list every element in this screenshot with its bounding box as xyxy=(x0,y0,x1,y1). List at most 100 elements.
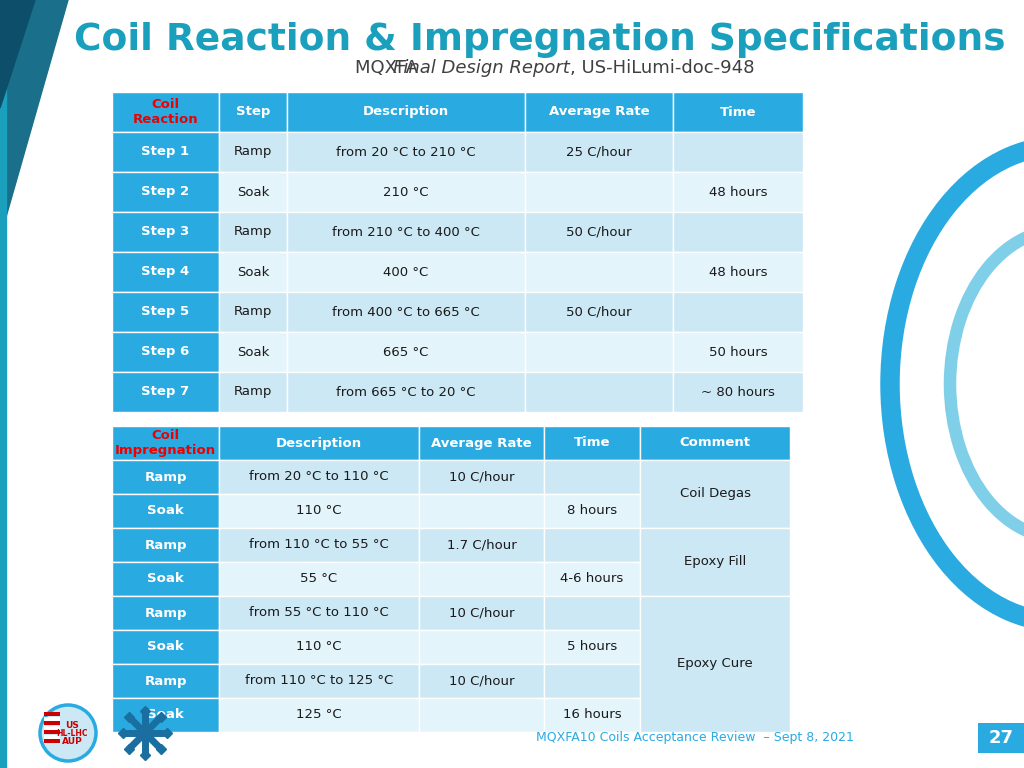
Bar xyxy=(112,332,219,372)
Text: Step 2: Step 2 xyxy=(141,186,189,198)
Text: Ramp: Ramp xyxy=(144,674,186,687)
Text: Ramp: Ramp xyxy=(144,538,186,551)
Text: 10 C/hour: 10 C/hour xyxy=(449,674,514,687)
Bar xyxy=(112,212,219,252)
Text: Soak: Soak xyxy=(147,505,184,518)
Text: 10 C/hour: 10 C/hour xyxy=(449,607,514,620)
Text: Step 3: Step 3 xyxy=(141,226,189,239)
Bar xyxy=(0,0,6,768)
Bar xyxy=(44,730,60,734)
Text: Coil
Reaction: Coil Reaction xyxy=(133,98,199,126)
Bar xyxy=(525,132,673,172)
Bar xyxy=(287,212,525,252)
Text: Epoxy Cure: Epoxy Cure xyxy=(677,657,753,670)
Text: Description: Description xyxy=(275,436,362,449)
Bar xyxy=(112,528,219,562)
Polygon shape xyxy=(0,0,35,108)
Bar xyxy=(219,698,419,732)
Text: Ramp: Ramp xyxy=(144,471,186,484)
Bar xyxy=(219,212,287,252)
Bar xyxy=(419,528,544,562)
Bar xyxy=(419,596,544,630)
Bar xyxy=(44,734,60,739)
Text: 50 C/hour: 50 C/hour xyxy=(566,306,632,319)
Text: Soak: Soak xyxy=(147,709,184,721)
Text: 55 °C: 55 °C xyxy=(300,572,338,585)
Bar xyxy=(525,172,673,212)
Bar xyxy=(673,92,803,132)
Bar xyxy=(525,372,673,412)
Text: from 210 °C to 400 °C: from 210 °C to 400 °C xyxy=(332,226,480,239)
Text: Step: Step xyxy=(236,105,270,118)
Bar xyxy=(544,528,640,562)
Bar xyxy=(219,172,287,212)
Text: Coil Degas: Coil Degas xyxy=(680,488,751,501)
Text: , US-HiLumi-doc-948: , US-HiLumi-doc-948 xyxy=(570,59,755,77)
Bar xyxy=(673,292,803,332)
Text: Coil Reaction & Impregnation Specifications: Coil Reaction & Impregnation Specificati… xyxy=(75,22,1006,58)
Bar xyxy=(673,252,803,292)
Bar xyxy=(44,717,60,720)
Bar xyxy=(544,460,640,494)
Bar xyxy=(112,596,219,630)
Text: 8 hours: 8 hours xyxy=(567,505,617,518)
Text: 10 C/hour: 10 C/hour xyxy=(449,471,514,484)
Bar xyxy=(419,494,544,528)
Bar xyxy=(544,562,640,596)
Bar xyxy=(112,292,219,332)
Bar xyxy=(219,494,419,528)
Text: from 665 °C to 20 °C: from 665 °C to 20 °C xyxy=(336,386,476,399)
Text: ~ 80 hours: ~ 80 hours xyxy=(701,386,775,399)
Bar xyxy=(44,726,60,730)
Text: from 55 °C to 110 °C: from 55 °C to 110 °C xyxy=(249,607,389,620)
Bar xyxy=(287,332,525,372)
Bar xyxy=(287,252,525,292)
Text: Ramp: Ramp xyxy=(233,226,272,239)
Bar xyxy=(219,630,419,664)
Bar xyxy=(219,664,419,698)
Text: MQXFA: MQXFA xyxy=(355,59,424,77)
Bar xyxy=(112,372,219,412)
Bar xyxy=(673,132,803,172)
Bar xyxy=(419,630,544,664)
Bar xyxy=(112,92,219,132)
Text: from 110 °C to 55 °C: from 110 °C to 55 °C xyxy=(249,538,389,551)
Text: Ramp: Ramp xyxy=(144,607,186,620)
Polygon shape xyxy=(0,0,68,238)
Text: Step 1: Step 1 xyxy=(141,145,189,158)
Text: Ramp: Ramp xyxy=(233,306,272,319)
Bar xyxy=(112,252,219,292)
Bar xyxy=(978,723,1024,753)
Bar xyxy=(673,212,803,252)
Text: Soak: Soak xyxy=(237,346,269,359)
Text: 16 hours: 16 hours xyxy=(562,709,622,721)
Bar xyxy=(544,664,640,698)
Bar xyxy=(419,426,544,460)
Bar xyxy=(112,630,219,664)
Bar xyxy=(112,562,219,596)
Text: Time: Time xyxy=(720,105,757,118)
Bar xyxy=(419,562,544,596)
Bar xyxy=(640,528,790,596)
Text: from 110 °C to 125 °C: from 110 °C to 125 °C xyxy=(245,674,393,687)
Bar xyxy=(112,460,219,494)
Bar xyxy=(219,596,419,630)
Text: 4-6 hours: 4-6 hours xyxy=(560,572,624,585)
Bar xyxy=(640,596,790,732)
Bar xyxy=(525,212,673,252)
Text: 1.7 C/hour: 1.7 C/hour xyxy=(446,538,516,551)
Bar xyxy=(112,172,219,212)
Bar xyxy=(544,426,640,460)
Text: 48 hours: 48 hours xyxy=(709,186,767,198)
Text: 110 °C: 110 °C xyxy=(296,641,342,654)
Text: 665 °C: 665 °C xyxy=(383,346,429,359)
Text: Ramp: Ramp xyxy=(233,386,272,399)
Bar xyxy=(673,332,803,372)
Text: Step 5: Step 5 xyxy=(141,306,189,319)
Bar xyxy=(419,664,544,698)
Bar xyxy=(219,292,287,332)
Bar xyxy=(219,426,419,460)
Bar xyxy=(44,721,60,725)
Bar xyxy=(219,460,419,494)
Bar xyxy=(525,292,673,332)
